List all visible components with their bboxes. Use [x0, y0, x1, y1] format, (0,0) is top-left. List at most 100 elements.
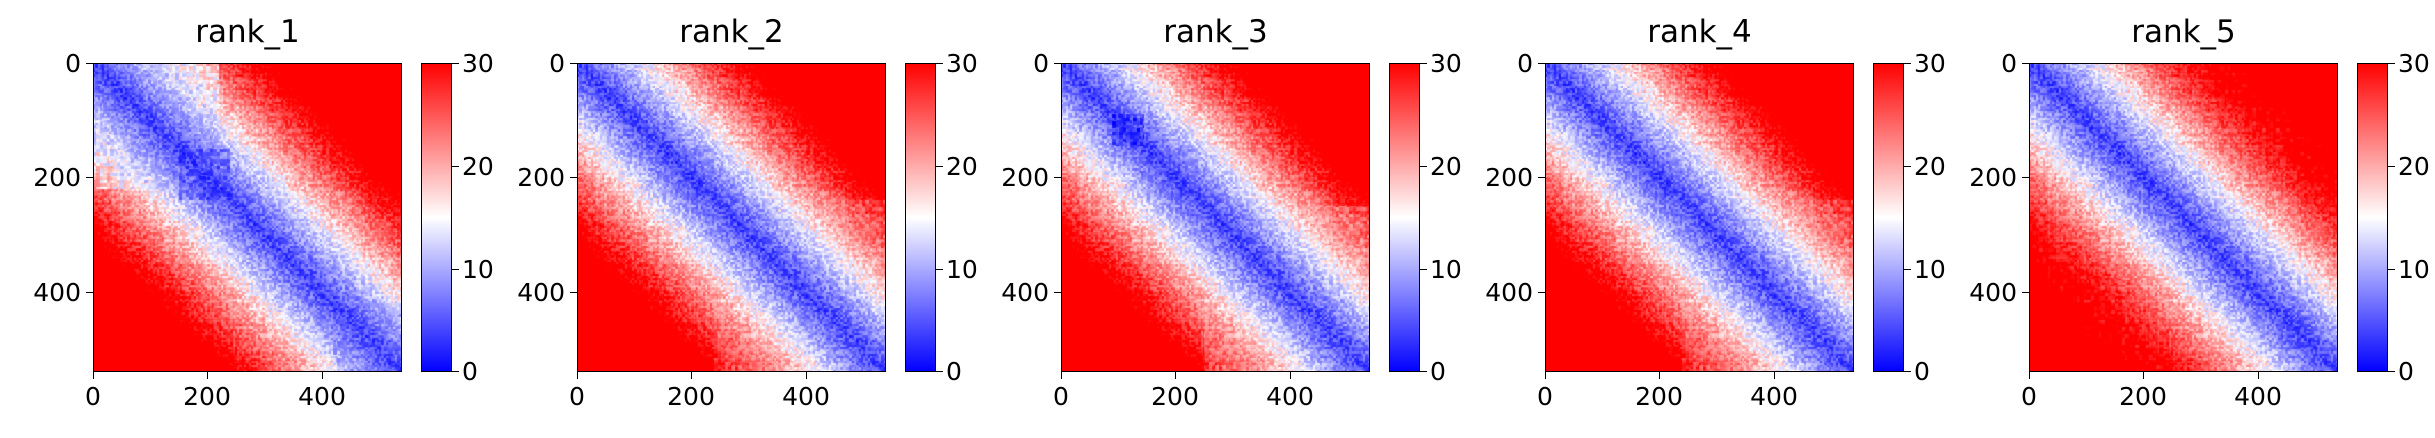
y-tick-mark [1538, 63, 1545, 64]
colorbar [905, 63, 936, 372]
y-tick-label: 400 [33, 278, 81, 307]
heatmap-canvas [1545, 63, 1854, 372]
y-tick-label: 400 [1485, 278, 1533, 307]
y-tick-label: 0 [1033, 49, 1049, 78]
colorbar-tick-mark [452, 371, 459, 372]
y-tick-label: 400 [517, 278, 565, 307]
y-tick-label: 400 [1001, 278, 1049, 307]
x-tick-label: 0 [569, 382, 585, 411]
y-tick-mark [570, 292, 577, 293]
colorbar-tick-label: 30 [2398, 49, 2430, 78]
colorbar-tick-label: 0 [946, 357, 962, 386]
colorbar-tick-mark [1420, 63, 1427, 64]
colorbar-tick-label: 0 [2398, 357, 2414, 386]
colorbar-tick-label: 10 [2398, 255, 2430, 284]
colorbar-tick-mark [1420, 166, 1427, 167]
heatmap-plot [93, 63, 402, 372]
x-tick-mark [2143, 372, 2144, 379]
y-tick-label: 200 [517, 163, 565, 192]
colorbar-tick-label: 10 [1430, 255, 1462, 284]
y-tick-mark [1538, 177, 1545, 178]
heatmap-canvas [577, 63, 886, 372]
x-tick-mark [1290, 372, 1291, 379]
x-tick-label: 400 [1750, 382, 1798, 411]
y-tick-label: 200 [1969, 163, 2017, 192]
y-tick-mark [1538, 292, 1545, 293]
y-tick-label: 0 [1517, 49, 1533, 78]
colorbar-tick-label: 20 [462, 152, 494, 181]
colorbar-tick-mark [1904, 269, 1911, 270]
y-tick-mark [1054, 63, 1061, 64]
heatmap-canvas [1061, 63, 1370, 372]
chart-title: rank_4 [1647, 14, 1752, 50]
y-tick-mark [2022, 63, 2029, 64]
y-tick-mark [86, 63, 93, 64]
colorbar-tick-label: 30 [1430, 49, 1462, 78]
y-tick-label: 200 [33, 163, 81, 192]
heatmap-plot [2029, 63, 2338, 372]
x-tick-label: 200 [1151, 382, 1199, 411]
colorbar-tick-mark [2388, 166, 2395, 167]
colorbar-tick-mark [1904, 166, 1911, 167]
x-tick-label: 0 [1053, 382, 1069, 411]
colorbar-tick-mark [936, 63, 943, 64]
colorbar [1873, 63, 1904, 372]
x-tick-label: 200 [667, 382, 715, 411]
colorbar-tick-mark [936, 166, 943, 167]
colorbar-tick-label: 30 [1914, 49, 1946, 78]
colorbar-tick-mark [452, 63, 459, 64]
colorbar-tick-mark [936, 371, 943, 372]
colorbar-tick-mark [1420, 371, 1427, 372]
colorbar-tick-label: 20 [1914, 152, 1946, 181]
y-tick-mark [2022, 292, 2029, 293]
y-tick-mark [86, 292, 93, 293]
y-tick-mark [86, 177, 93, 178]
colorbar-tick-mark [2388, 63, 2395, 64]
y-tick-mark [1054, 292, 1061, 293]
x-tick-mark [806, 372, 807, 379]
colorbar-tick-mark [1904, 371, 1911, 372]
chart-title: rank_2 [679, 14, 784, 50]
x-tick-label: 400 [1266, 382, 1314, 411]
chart-panel-rank-3: rank_3 0 200 400 0 200 400 0 10 20 30 [968, 0, 1462, 438]
colorbar-tick-label: 20 [2398, 152, 2430, 181]
x-tick-label: 0 [1537, 382, 1553, 411]
heatmap-plot [1061, 63, 1370, 372]
x-tick-mark [1545, 372, 1546, 379]
y-tick-mark [2022, 177, 2029, 178]
colorbar-tick-mark [2388, 269, 2395, 270]
x-tick-mark [691, 372, 692, 379]
y-tick-label: 400 [1969, 278, 2017, 307]
colorbar-tick-mark [452, 269, 459, 270]
chart-panel-rank-2: rank_2 0 200 400 0 200 400 0 10 20 30 [484, 0, 978, 438]
colorbar-tick-label: 0 [1914, 357, 1930, 386]
x-tick-mark [1774, 372, 1775, 379]
x-tick-label: 0 [2021, 382, 2037, 411]
colorbar [1389, 63, 1420, 372]
y-tick-label: 200 [1485, 163, 1533, 192]
colorbar-tick-label: 20 [946, 152, 978, 181]
chart-panel-rank-5: rank_5 0 200 400 0 200 400 0 10 20 30 [1936, 0, 2430, 438]
colorbar-tick-label: 10 [946, 255, 978, 284]
y-tick-label: 0 [2001, 49, 2017, 78]
colorbar-tick-mark [936, 269, 943, 270]
x-tick-mark [322, 372, 323, 379]
colorbar-tick-label: 0 [1430, 357, 1446, 386]
x-tick-label: 400 [782, 382, 830, 411]
y-tick-mark [570, 177, 577, 178]
heatmap-plot [1545, 63, 1854, 372]
heatmap-canvas [93, 63, 402, 372]
x-tick-mark [577, 372, 578, 379]
x-tick-mark [1061, 372, 1062, 379]
y-tick-label: 0 [65, 49, 81, 78]
colorbar [2357, 63, 2388, 372]
colorbar [421, 63, 452, 372]
colorbar-tick-mark [1420, 269, 1427, 270]
x-tick-label: 200 [1635, 382, 1683, 411]
x-tick-mark [2258, 372, 2259, 379]
x-tick-label: 200 [2119, 382, 2167, 411]
x-tick-label: 400 [298, 382, 346, 411]
heatmap-plot [577, 63, 886, 372]
chart-title: rank_3 [1163, 14, 1268, 50]
y-tick-label: 0 [549, 49, 565, 78]
